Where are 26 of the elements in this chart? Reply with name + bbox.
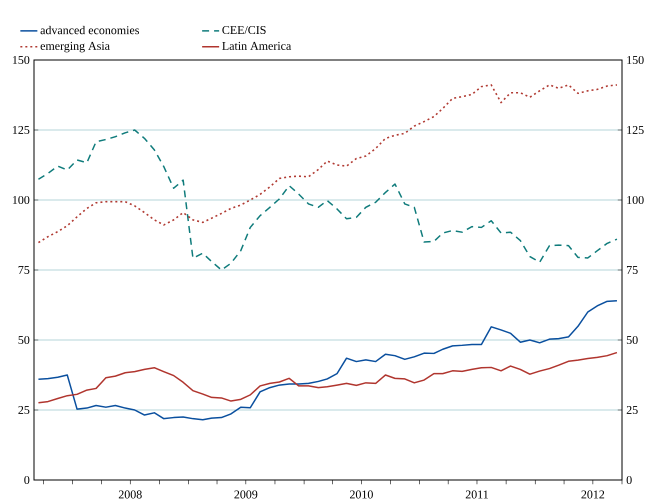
x-tick-label: 2010 <box>350 490 373 498</box>
y2-tick-label: 100 <box>627 196 644 204</box>
y-tick-label: 125 <box>12 126 30 134</box>
y2-tick-label: 0 <box>626 476 632 484</box>
y2-tick-label: 25 <box>626 406 638 414</box>
y2-tick-label: 125 <box>627 126 644 134</box>
legend-label: Latin America <box>222 42 292 50</box>
x-tick-label: 2009 <box>234 490 258 498</box>
line-series <box>38 352 618 404</box>
y2-tick-label: 50 <box>626 336 638 344</box>
y2-tick-label: 150 <box>627 56 644 64</box>
legend-label: emerging Asia <box>40 42 110 52</box>
y-tick-label: 150 <box>12 56 30 64</box>
y-tick-label: 0 <box>24 476 30 484</box>
line-series <box>38 129 618 271</box>
y2-tick-label: 75 <box>626 266 638 274</box>
y-tick-label: 25 <box>18 406 30 414</box>
y-tick-label: 50 <box>18 336 30 344</box>
legend-label: CEE/CIS <box>222 26 266 34</box>
line-series <box>38 300 618 420</box>
y-tick-label: 100 <box>12 196 30 204</box>
x-tick-label: 2011 <box>466 490 488 498</box>
x-tick-label: 2012 <box>581 490 604 498</box>
y-tick-label: 75 <box>18 266 30 274</box>
legend-label: advanced economies <box>40 26 139 34</box>
x-tick-label: 2008 <box>118 490 142 498</box>
